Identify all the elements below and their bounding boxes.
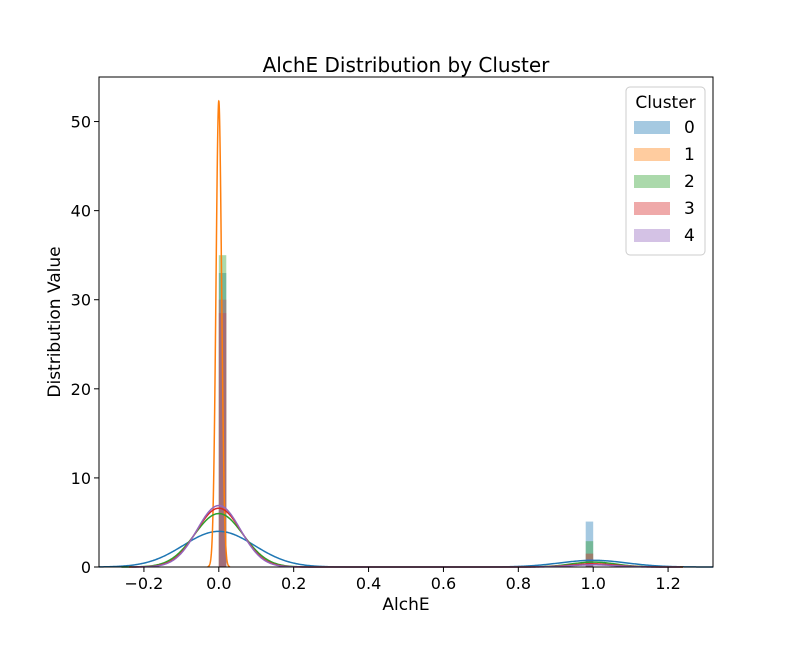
x-tick-label: −0.2	[124, 574, 163, 593]
y-tick-label: 0	[81, 558, 91, 577]
x-tick-label: 0.6	[431, 574, 456, 593]
legend-label-cluster-0: 0	[684, 118, 695, 138]
x-axis-ticks: −0.2 0.0 0.2 0.4 0.6 0.8 1.0 1.2	[124, 567, 681, 593]
hist-bar-cluster-3	[218, 313, 227, 567]
hist-bar-cluster-0	[585, 521, 594, 567]
y-tick-label: 40	[71, 202, 91, 221]
legend-title: Cluster	[635, 93, 695, 113]
legend-swatch-cluster-4	[634, 229, 670, 242]
legend: Cluster 0 1 2 3 4	[625, 86, 706, 256]
y-tick-label: 30	[71, 291, 91, 310]
y-axis-ticks: 0 10 20 30 40 50	[71, 113, 99, 577]
x-axis-label: AlchE	[382, 595, 429, 615]
x-tick-label: 1.2	[655, 574, 680, 593]
legend-label-cluster-3: 3	[684, 199, 695, 219]
x-tick-label: 0.8	[506, 574, 531, 593]
axes-frame	[98, 76, 714, 568]
legend-label-cluster-2: 2	[684, 172, 695, 192]
legend-label-cluster-1: 1	[684, 145, 695, 165]
hist-bar-cluster-4	[585, 558, 594, 567]
legend-box	[625, 86, 706, 256]
plot-area	[98, 99, 713, 568]
chart-title: AlchE Distribution by Cluster	[263, 53, 551, 77]
kde-line-cluster-0	[98, 530, 713, 568]
x-tick-label: 1.0	[580, 574, 605, 593]
kde-line-cluster-1	[207, 99, 231, 568]
kde-line-cluster-2	[121, 512, 684, 568]
y-tick-label: 20	[71, 380, 91, 399]
legend-swatch-cluster-2	[634, 175, 670, 188]
legend-swatch-cluster-0	[634, 121, 670, 134]
x-tick-label: 0.4	[356, 574, 381, 593]
x-tick-label: 0.0	[206, 574, 231, 593]
y-axis-label: Distribution Value	[45, 246, 65, 397]
y-tick-label: 50	[71, 113, 91, 132]
legend-swatch-cluster-1	[634, 148, 670, 161]
legend-label-cluster-4: 4	[684, 226, 695, 246]
hist-bar-cluster-2	[585, 541, 594, 567]
y-tick-label: 10	[71, 469, 91, 488]
x-tick-label: 0.2	[281, 574, 306, 593]
legend-swatch-cluster-3	[634, 202, 670, 215]
